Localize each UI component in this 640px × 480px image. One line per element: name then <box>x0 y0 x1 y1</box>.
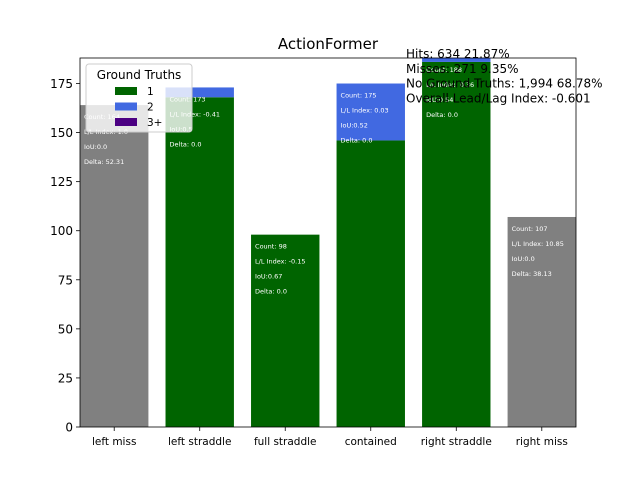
y-tick-label: 125 <box>50 175 73 189</box>
bar-annotation-count: Count: 107 <box>512 225 548 233</box>
bar-series-0 <box>336 140 405 428</box>
bar-annotation-ll: L/L Index: 10.85 <box>512 240 564 248</box>
bar-series-0 <box>251 234 320 427</box>
bar-annotation-count: Count: 175 <box>341 92 377 100</box>
legend-swatch-1 <box>115 102 137 111</box>
x-tick-label: right miss <box>516 436 568 448</box>
bar-annotation-delta: Delta: 52.31 <box>84 158 124 166</box>
chart-title: ActionFormer <box>278 35 379 53</box>
y-tick-label: 100 <box>50 224 73 238</box>
bar-annotation-iou: IoU:0.52 <box>341 122 368 130</box>
bar-series-1 <box>422 58 491 62</box>
bar-annotation-iou: IoU:0.0 <box>84 143 107 151</box>
stats-text: Hits: 634 21.87%Misses: 271 9.35%No Grou… <box>406 47 603 105</box>
stats-line: Overall Lead/Lag Index: -0.601 <box>406 91 591 105</box>
y-tick-label: 50 <box>58 322 73 336</box>
x-tick-label: full straddle <box>254 436 317 448</box>
bar-annotation-delta: Delta: 38.13 <box>512 270 552 278</box>
bar-annotation-ll: L/L Index: 0.03 <box>341 107 389 115</box>
stats-line: No Ground Truths: 1,994 68.78% <box>406 77 603 91</box>
legend-title: Ground Truths <box>97 68 182 82</box>
axes-frame <box>79 57 577 428</box>
legend-swatch-2 <box>115 118 137 126</box>
x-tick-label: left miss <box>92 436 136 448</box>
bar-series-0 <box>422 61 491 427</box>
x-tick-label: right straddle <box>421 436 492 448</box>
bar-annotation-ll: L/L Index: -0.15 <box>255 258 305 266</box>
y-tick-label: 150 <box>50 126 73 140</box>
y-tick-label: 25 <box>58 371 73 385</box>
y-tick-label: 75 <box>58 273 73 287</box>
legend-label-0: 1 <box>147 86 154 98</box>
bar-annotation-delta: Delta: 0.0 <box>341 137 373 145</box>
bar-series-1 <box>165 87 234 98</box>
y-tick-label: 0 <box>65 421 73 435</box>
bar-annotation-delta: Delta: 0.0 <box>255 288 287 296</box>
bar-annotation-iou: IoU:0.0 <box>512 255 535 263</box>
bar-annotation-iou: IoU:0.54 <box>426 96 453 104</box>
bar-annotation-iou: IoU:0.67 <box>255 273 282 281</box>
bar-annotation-delta: Delta: 0.0 <box>426 111 458 119</box>
stats-line: Misses: 271 9.35% <box>406 62 519 76</box>
bar-series-1 <box>336 83 405 141</box>
x-tick-label: left straddle <box>168 436 231 448</box>
bar-annotation-count: Count: 188 <box>426 66 462 74</box>
bar-annotation-ll: L/L Index: 0.36 <box>426 81 474 89</box>
legend: Ground Truths 1 2 3+ <box>85 63 193 133</box>
x-tick-label: contained <box>345 436 397 448</box>
bar-no-ground-truth <box>80 105 149 427</box>
legend-label-2: 3+ <box>147 117 162 129</box>
stats-line: Hits: 634 21.87% <box>406 47 510 61</box>
legend-swatch-0 <box>115 87 137 95</box>
bar-series-0 <box>165 97 234 428</box>
y-tick-label: 175 <box>50 77 73 91</box>
legend-box <box>85 63 193 133</box>
bar-annotation-count: Count: 98 <box>255 243 287 251</box>
legend-label-1: 2 <box>147 102 154 114</box>
bar-annotation-ll: L/L Index: -0.41 <box>170 110 220 118</box>
bar-annotation-delta: Delta: 0.0 <box>170 140 202 148</box>
bar-no-ground-truth <box>507 216 576 427</box>
